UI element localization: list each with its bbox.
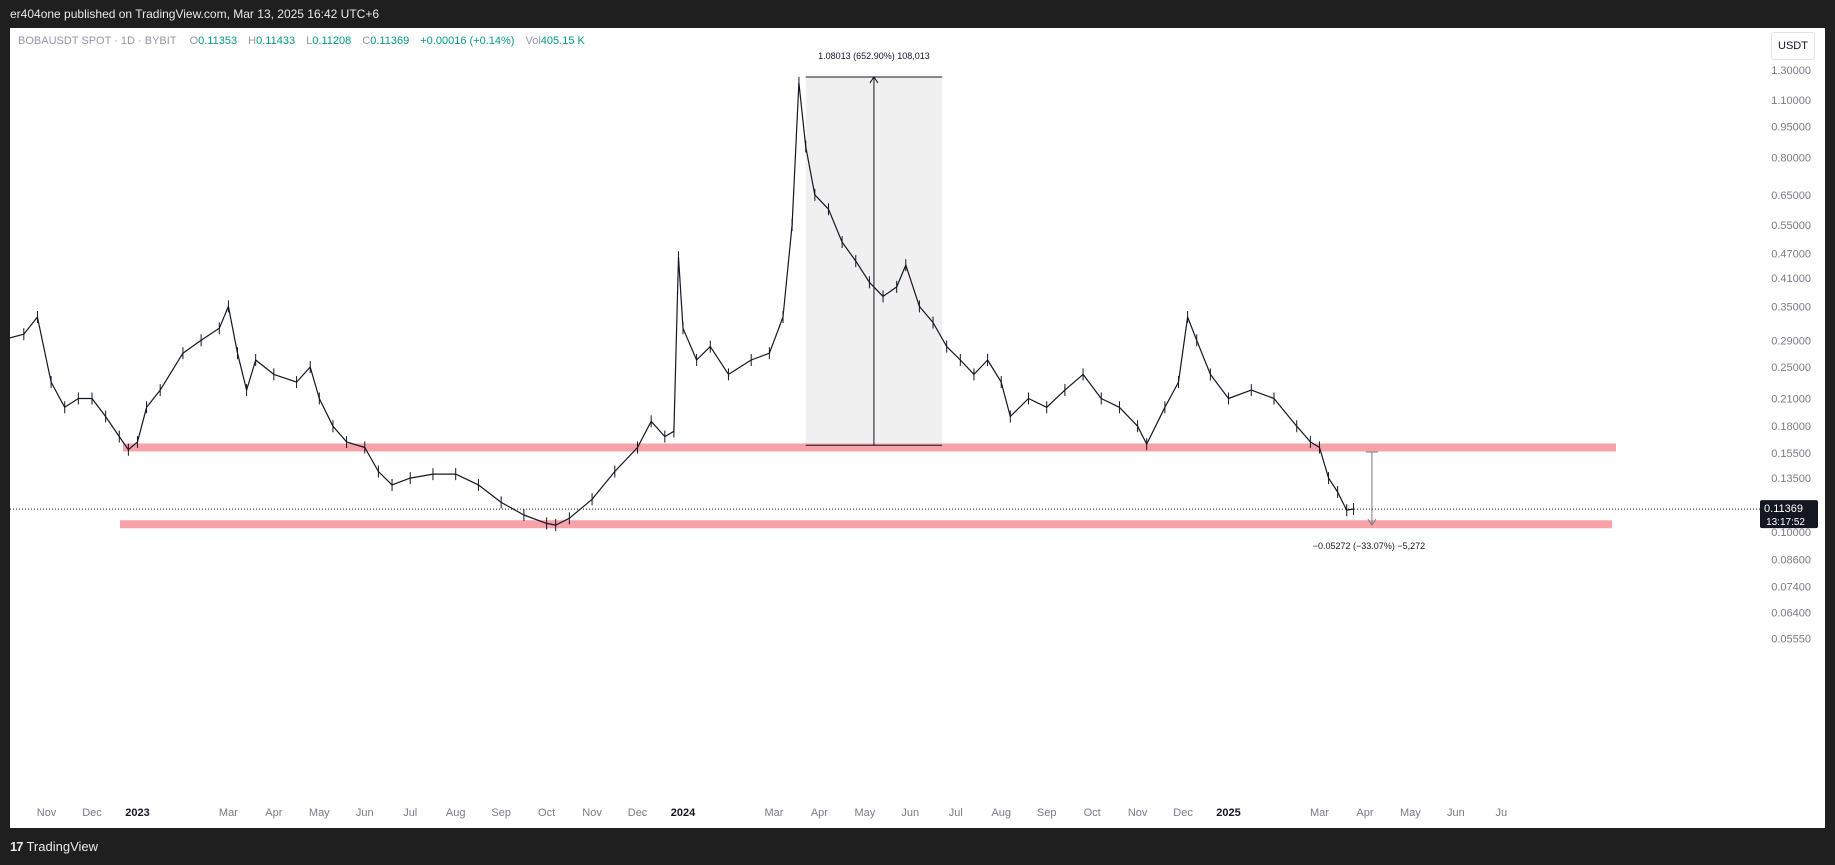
y-tick-label: 0.65000: [1771, 190, 1811, 202]
price-chart[interactable]: 1.08013 (652.90%) 108,013 −0.05272 (−33.0…: [10, 28, 1825, 828]
publish-header: er404one published on TradingView.com, M…: [0, 0, 1835, 28]
price-badge-bg: [1760, 500, 1818, 529]
y-tick-label: 0.06400: [1771, 608, 1811, 620]
x-tick-label: Oct: [1084, 807, 1101, 819]
x-tick-label: Dec: [628, 807, 648, 819]
high-value: 0.11433: [256, 35, 296, 47]
x-tick-label: Jul: [403, 807, 417, 819]
tradingview-logo-icon: 17: [10, 839, 24, 854]
chart-panel[interactable]: 1.08013 (652.90%) 108,013 −0.05272 (−33.0…: [10, 28, 1825, 828]
symbol-name[interactable]: BOBAUSDT SPOT · 1D · BYBIT: [18, 35, 177, 47]
y-tick-label: 0.05550: [1771, 633, 1811, 645]
high-label: H: [248, 35, 257, 47]
x-tick-label: Mar: [1310, 807, 1329, 819]
price-series-line: [10, 82, 1354, 526]
footer-bar: 17 TradingView: [0, 828, 1835, 865]
x-tick-label: 2023: [125, 807, 149, 819]
measure-up-label: 1.08013 (652.90%) 108,013: [818, 51, 930, 61]
price-badge-value: 0.11369: [1764, 503, 1803, 515]
x-tick-label: May: [854, 807, 875, 819]
low-value: 0.11208: [312, 35, 352, 47]
x-tick-label: Apr: [1356, 807, 1373, 819]
y-tick-label: 0.10000: [1771, 527, 1811, 539]
support-zone-0: [123, 443, 1616, 452]
x-tick-label: Jul: [949, 807, 963, 819]
low-label: L: [306, 35, 313, 47]
tradingview-brand[interactable]: 17 TradingView: [10, 839, 98, 854]
symbol-legend: BOBAUSDT SPOT · 1D · BYBIT O0.11353 H0.1…: [18, 35, 593, 47]
y-tick-label: 0.13500: [1771, 473, 1811, 485]
y-tick-label: 1.30000: [1771, 65, 1811, 77]
x-tick-label: Aug: [446, 807, 466, 819]
support-zone-1: [120, 520, 1612, 529]
price-badge-countdown: 13:17:52: [1766, 517, 1805, 528]
x-tick-label: Apr: [811, 807, 828, 819]
close-label: C: [362, 35, 371, 47]
x-tick-label: Nov: [582, 807, 602, 819]
change-value: +0.00016 (+0.14%): [420, 35, 515, 47]
y-tick-label: 0.25000: [1771, 362, 1811, 374]
y-tick-label: 0.55000: [1771, 220, 1811, 232]
y-tick-label: 0.21000: [1771, 393, 1811, 405]
y-tick-label: 0.80000: [1771, 152, 1811, 164]
volume-value: 405.15 K: [540, 35, 585, 47]
x-tick-label: Sep: [491, 807, 511, 819]
open-label: O: [189, 35, 199, 47]
x-tick-label: Apr: [265, 807, 282, 819]
volume-label: Vol: [525, 35, 541, 47]
x-tick-label: Jun: [901, 807, 919, 819]
x-tick-label: Sep: [1037, 807, 1057, 819]
open-value: 0.11353: [198, 35, 238, 47]
x-tick-label: Jun: [1447, 807, 1465, 819]
x-tick-label: Jun: [356, 807, 374, 819]
x-tick-label: May: [1400, 807, 1421, 819]
x-tick-label: Nov: [1128, 807, 1148, 819]
measure-down-label: −0.05272 (−33.07%) −5,272: [1313, 541, 1425, 551]
quote-currency-button[interactable]: USDT: [1771, 32, 1815, 60]
close-value: 0.11369: [370, 35, 410, 47]
y-tick-label: 0.07400: [1771, 581, 1811, 593]
x-tick-label: Aug: [991, 807, 1011, 819]
y-tick-label: 0.95000: [1771, 121, 1811, 133]
x-tick-label: Mar: [764, 807, 783, 819]
y-tick-label: 0.08600: [1771, 554, 1811, 566]
x-tick-label: Ju: [1495, 807, 1507, 819]
x-tick-label: 2024: [671, 807, 696, 819]
y-tick-label: 1.10000: [1771, 95, 1811, 107]
y-tick-label: 0.18000: [1771, 421, 1811, 433]
x-tick-label: May: [309, 807, 330, 819]
y-tick-label: 0.41000: [1771, 273, 1811, 285]
measure-down-arrowhead: [1367, 518, 1377, 527]
x-tick-label: Dec: [1173, 807, 1193, 819]
publish-text: er404one published on TradingView.com, M…: [10, 7, 380, 21]
y-tick-label: 0.35000: [1771, 301, 1811, 313]
x-tick-label: Dec: [82, 807, 102, 819]
x-tick-label: Oct: [538, 807, 555, 819]
brand-name: TradingView: [26, 839, 99, 854]
y-tick-label: 0.47000: [1771, 248, 1811, 260]
x-tick-label: Mar: [219, 807, 238, 819]
x-tick-label: 2025: [1216, 807, 1240, 819]
measure-up-arrowhead: [869, 76, 879, 84]
x-tick-label: Nov: [37, 807, 57, 819]
y-tick-label: 0.29000: [1771, 335, 1811, 347]
y-tick-label: 0.15500: [1771, 448, 1811, 460]
